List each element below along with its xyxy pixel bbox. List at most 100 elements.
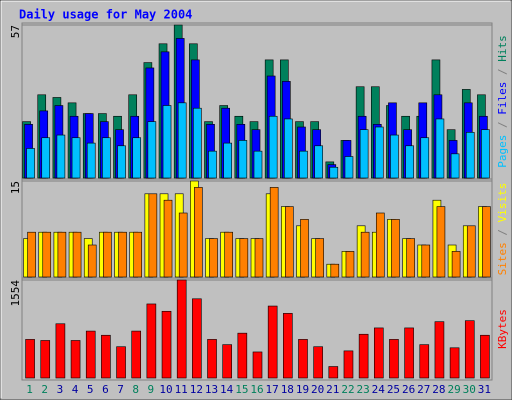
legend: Sites / Visits	[496, 183, 509, 276]
x-tick-label: 13	[205, 383, 218, 396]
y-tick-label: 57	[9, 25, 22, 38]
bar	[103, 231, 112, 278]
bar	[480, 334, 490, 379]
bar	[70, 340, 81, 379]
bar	[269, 187, 279, 278]
bar	[41, 137, 51, 179]
bar	[102, 137, 111, 179]
bar	[330, 263, 340, 278]
bar	[328, 366, 339, 379]
x-tick-label: 14	[220, 383, 234, 396]
legend-separator: /	[496, 222, 509, 242]
x-tick-label: 24	[372, 383, 386, 396]
x-tick-label: 5	[87, 383, 94, 396]
bar	[101, 334, 111, 379]
bar	[374, 126, 384, 179]
bar	[344, 156, 354, 179]
bar	[419, 344, 430, 379]
bar	[421, 244, 431, 278]
bar	[436, 206, 446, 278]
legend-entry: Sites	[496, 242, 509, 275]
x-tick-label: 16	[250, 383, 263, 396]
legend: KBytes	[496, 309, 509, 349]
bar	[27, 231, 36, 278]
bar	[345, 251, 355, 278]
bar	[254, 238, 264, 278]
bar	[299, 150, 308, 179]
bar	[132, 137, 142, 179]
bar	[482, 206, 491, 278]
bar	[148, 193, 158, 278]
bar	[72, 231, 82, 278]
bar	[405, 145, 414, 179]
bar	[208, 150, 217, 179]
x-tick-label: 18	[281, 383, 294, 396]
legend: Pages / Files / Hits	[496, 35, 509, 168]
bar	[359, 129, 369, 179]
bar	[466, 225, 476, 278]
bar	[209, 238, 218, 278]
bar	[177, 102, 187, 179]
x-tick-label: 25	[387, 383, 400, 396]
bar	[450, 153, 460, 179]
x-tick-label: 9	[148, 383, 155, 396]
x-tick-label: 28	[432, 383, 445, 396]
x-tick-label: 17	[266, 383, 279, 396]
bar	[329, 166, 339, 179]
bar	[298, 339, 308, 379]
bar	[239, 238, 249, 278]
x-tick-label: 30	[463, 383, 476, 396]
bar	[178, 212, 188, 278]
x-tick-label: 3	[57, 383, 64, 396]
bar	[283, 313, 293, 379]
bar	[56, 134, 66, 179]
bar	[449, 347, 460, 379]
bar	[116, 346, 126, 379]
x-tick-label: 12	[190, 383, 203, 396]
bar	[420, 137, 430, 179]
legend-entry: Visits	[496, 183, 509, 223]
legend-entry: Pages	[496, 135, 509, 168]
bar	[300, 219, 309, 278]
x-tick-label: 15	[235, 383, 248, 396]
y-tick-label: 1554	[9, 280, 22, 307]
bar	[55, 323, 66, 379]
bar	[131, 330, 142, 379]
bar	[464, 320, 475, 379]
bar	[86, 142, 96, 179]
bar	[163, 199, 173, 278]
bar	[85, 330, 96, 379]
x-tick-label: 26	[402, 383, 415, 396]
bar	[389, 339, 399, 379]
bar	[71, 137, 81, 179]
x-tick-label: 10	[159, 383, 172, 396]
bar	[284, 118, 293, 179]
legend-entry: KBytes	[496, 309, 509, 349]
bar	[373, 327, 384, 379]
bar	[194, 187, 203, 278]
bar	[222, 344, 232, 379]
x-tick-label: 19	[296, 383, 309, 396]
bar	[481, 129, 490, 179]
bar	[147, 121, 157, 179]
bar	[451, 251, 461, 278]
bar	[253, 150, 263, 179]
legend-entry: Hits	[496, 35, 509, 62]
bar	[192, 298, 202, 379]
bar	[360, 231, 370, 278]
bar	[57, 231, 67, 278]
bar	[358, 333, 369, 379]
bar	[391, 219, 400, 278]
x-tick-label: 6	[102, 383, 109, 396]
bar	[435, 118, 445, 179]
y-tick-label: 15	[9, 181, 22, 194]
x-tick-label: 7	[117, 383, 124, 396]
bar	[146, 303, 157, 379]
x-tick-label: 4	[72, 383, 79, 396]
bar	[238, 140, 248, 179]
bar	[313, 346, 323, 379]
bar	[343, 350, 354, 379]
x-tick-label: 2	[41, 383, 48, 396]
bar	[267, 305, 278, 379]
